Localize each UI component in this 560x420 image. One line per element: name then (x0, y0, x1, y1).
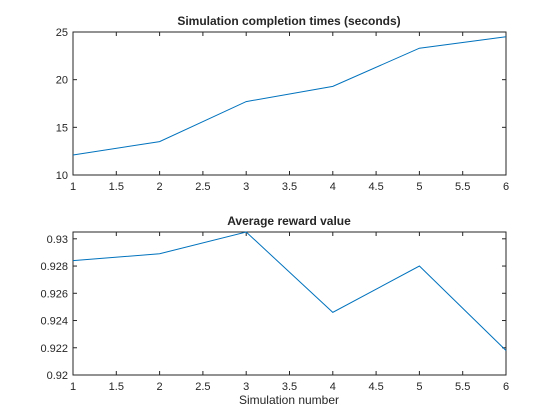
average-reward-plot: Average reward value Simulation number 1… (40, 214, 509, 407)
x-tick-label: 3.5 (282, 181, 297, 193)
y-tick-label: 20 (56, 75, 68, 87)
y-tick-label: 0.926 (40, 288, 68, 300)
x-tick-label: 3.5 (282, 381, 297, 393)
series-line (72, 231, 507, 351)
series-line (72, 36, 507, 156)
x-tick-label: 4 (330, 181, 336, 193)
x-tick-label: 1.5 (109, 181, 124, 193)
x-tick-label: 3 (243, 181, 249, 193)
x-tick-label: 6 (503, 381, 509, 393)
x-tick-label: 4 (330, 381, 336, 393)
x-tick-label: 5.5 (455, 381, 470, 393)
x-tick-label: 5.5 (455, 181, 470, 193)
y-tick-label: 0.924 (40, 316, 68, 328)
chart-title: Average reward value (227, 214, 351, 228)
x-tick-label: 2 (157, 181, 163, 193)
x-tick-label: 4.5 (368, 381, 383, 393)
x-tick-label: 5 (416, 181, 422, 193)
y-tick-label: 10 (56, 170, 68, 182)
chart-title: Simulation completion times (seconds) (177, 14, 400, 28)
y-tick-label: 15 (56, 122, 68, 134)
x-tick-label: 4.5 (368, 181, 383, 193)
x-tick-label: 1.5 (109, 381, 124, 393)
x-tick-label: 1 (70, 181, 76, 193)
x-tick-label: 3 (243, 381, 249, 393)
y-tick-label: 0.92 (47, 370, 68, 382)
x-tick-label: 2 (157, 381, 163, 393)
y-tick-label: 0.922 (40, 343, 68, 355)
x-tick-label: 1 (70, 381, 76, 393)
x-tick-label: 5 (416, 381, 422, 393)
x-tick-label: 2.5 (195, 381, 210, 393)
x-axis-label: Simulation number (239, 393, 339, 407)
x-tick-label: 6 (503, 181, 509, 193)
y-tick-label: 25 (56, 27, 68, 39)
x-tick-label: 2.5 (195, 181, 210, 193)
y-tick-label: 0.928 (40, 261, 68, 273)
y-tick-label: 0.93 (47, 234, 68, 246)
